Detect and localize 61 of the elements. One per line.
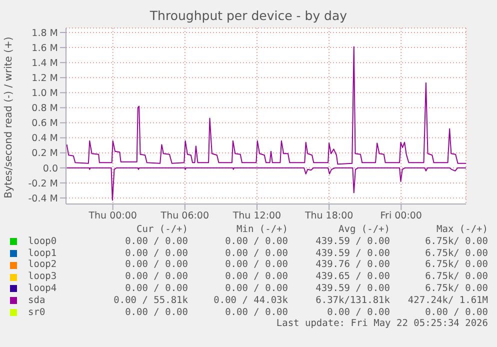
legend-label: loop3 bbox=[28, 271, 58, 283]
text: 439.59 / 0.00 bbox=[314, 282, 390, 295]
y-tick-label: 1.6 M bbox=[32, 42, 58, 54]
text: 6.37k/131.81k bbox=[314, 294, 390, 307]
text: 439.65 / 0.00 bbox=[314, 271, 390, 283]
text: 0.00 / 0.00 bbox=[124, 248, 188, 260]
chart-title: Throughput per device - by day bbox=[148, 7, 348, 24]
text: Max (-/+) bbox=[436, 224, 488, 236]
line-series bbox=[66, 46, 466, 165]
text: Cur (-/+) bbox=[136, 224, 188, 236]
text: 6.75k/ 0.00 bbox=[424, 282, 488, 295]
x-tick-label: Thu 00:00 bbox=[88, 210, 137, 222]
y-tick-label: -0.4 M bbox=[28, 193, 58, 204]
y-tick-label: 1.2 M bbox=[32, 73, 58, 84]
x-tick-label: Thu 12:00 bbox=[232, 210, 282, 222]
text: Avg (-/+) bbox=[338, 224, 390, 236]
legend-label: loop0 bbox=[28, 236, 58, 248]
y-tick-label: 1.0 M bbox=[32, 88, 58, 100]
text: 0.00 / 44.03k bbox=[212, 294, 288, 307]
text: 0.00 / 0.00 bbox=[224, 236, 288, 248]
y-tick-label: 1.8 M bbox=[32, 28, 58, 39]
text: 6.75k/ 0.00 bbox=[424, 259, 488, 272]
x-tick-label: Fri 00:00 bbox=[380, 210, 422, 222]
text: 427.24k/ 1.61M bbox=[406, 294, 488, 307]
text: 0.00 / 0.00 bbox=[224, 271, 288, 283]
text: Last update: Fri May 22 05:25:34 2026 bbox=[275, 318, 488, 330]
text: 0.00 / 0.00 bbox=[326, 306, 390, 318]
line-series bbox=[66, 167, 466, 201]
text: 6.75k/ 0.00 bbox=[424, 236, 488, 248]
y-tick-label: 0.2 M bbox=[32, 148, 58, 160]
y-tick-label: 0.8 M bbox=[32, 103, 58, 114]
text: 0.00 / 0.00 bbox=[424, 306, 488, 318]
text: 439.59 / 0.00 bbox=[314, 236, 390, 248]
text: 0.00 / 0.00 bbox=[124, 236, 188, 248]
y-tick-label: 0.0 bbox=[42, 163, 58, 174]
text: 0.00 / 55.81k bbox=[112, 294, 188, 307]
text: 0.00 / 0.00 bbox=[224, 259, 288, 272]
text: 6.75k/ 0.00 bbox=[424, 271, 488, 283]
text: 6.75k/ 0.00 bbox=[424, 248, 488, 260]
x-tick-label: Thu 06:00 bbox=[160, 210, 210, 222]
legend-label: sda bbox=[28, 294, 46, 307]
text: 0.00 / 0.00 bbox=[124, 271, 188, 283]
y-tick-label: 1.4 M bbox=[32, 58, 58, 69]
x-tick-label: Thu 18:00 bbox=[304, 210, 354, 222]
text: 0.00 / 0.00 bbox=[124, 306, 188, 318]
y-tick-label: -0.2 M bbox=[28, 178, 58, 190]
y-tick-label: 0.4 M bbox=[32, 133, 58, 144]
legend-label: loop2 bbox=[28, 259, 58, 272]
legend-label: sr0 bbox=[28, 306, 46, 318]
text: 0.00 / 0.00 bbox=[124, 282, 188, 295]
y-tick-label: 0.6 M bbox=[32, 118, 58, 130]
text: 0.00 / 0.00 bbox=[124, 259, 188, 272]
legend-label: loop1 bbox=[28, 248, 58, 260]
text: 439.59 / 0.00 bbox=[314, 248, 390, 260]
text: 439.76 / 0.00 bbox=[314, 259, 390, 272]
legend-label: loop4 bbox=[28, 282, 58, 295]
text: 0.00 / 0.00 bbox=[224, 282, 288, 295]
y-axis-title: Bytes/second read (-) / write (+) bbox=[4, 36, 14, 198]
text: 0.00 / 0.00 bbox=[224, 306, 288, 318]
text: Min (-/+) bbox=[236, 224, 288, 236]
text: 0.00 / 0.00 bbox=[224, 248, 288, 260]
